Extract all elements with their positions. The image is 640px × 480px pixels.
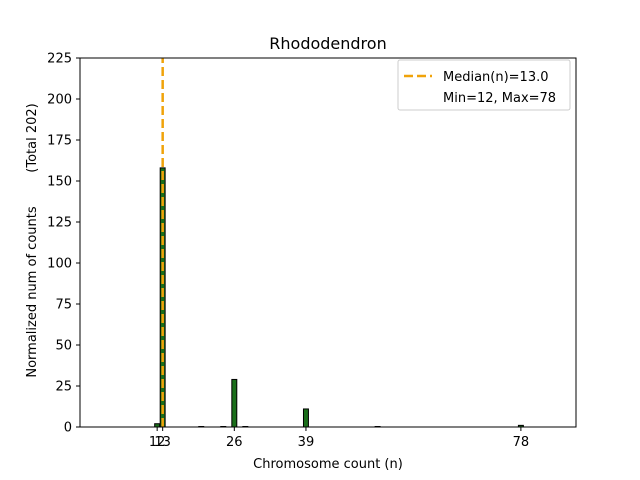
- bar-n-13: [159, 167, 166, 428]
- bars-layer: [154, 167, 524, 428]
- x-tick-label-13: 13: [154, 435, 171, 450]
- y-tick-label-25: 25: [55, 380, 72, 395]
- x-tick-label-12: 12: [149, 435, 166, 450]
- y-axis-title: Normalized num of counts: [25, 206, 40, 377]
- y-tick-label-225: 225: [47, 52, 72, 67]
- bar-n-39: [302, 408, 309, 428]
- x-axis-title: Chromosome count (n): [253, 457, 403, 472]
- x-tick-label-26: 26: [226, 435, 243, 450]
- legend-range-label: Min=12, Max=78: [443, 91, 556, 106]
- y-tick-label-200: 200: [47, 93, 72, 108]
- bar-n-26: [231, 378, 238, 428]
- y-tick-label-75: 75: [55, 298, 72, 313]
- y-axis-total: (Total 202): [25, 103, 40, 172]
- y-tick-label-100: 100: [47, 257, 72, 272]
- x-tick-label-39: 39: [298, 435, 315, 450]
- legend: Median(n)=13.0 Min=12, Max=78: [397, 59, 571, 111]
- y-tick-label-175: 175: [47, 134, 72, 149]
- y-tick-label-0: 0: [64, 421, 72, 436]
- x-tick-label-78: 78: [513, 435, 530, 450]
- y-tick-label-150: 150: [47, 175, 72, 190]
- y-tick-label-125: 125: [47, 216, 72, 231]
- plot-frame: [79, 57, 577, 428]
- chart-title: Rhododendron: [269, 34, 386, 53]
- y-axis: 0 25 50 75 100 125 150 175 200 225: [47, 52, 80, 436]
- legend-median-label: Median(n)=13.0: [443, 70, 549, 85]
- y-tick-label-50: 50: [55, 339, 72, 354]
- legend-box: [397, 59, 571, 111]
